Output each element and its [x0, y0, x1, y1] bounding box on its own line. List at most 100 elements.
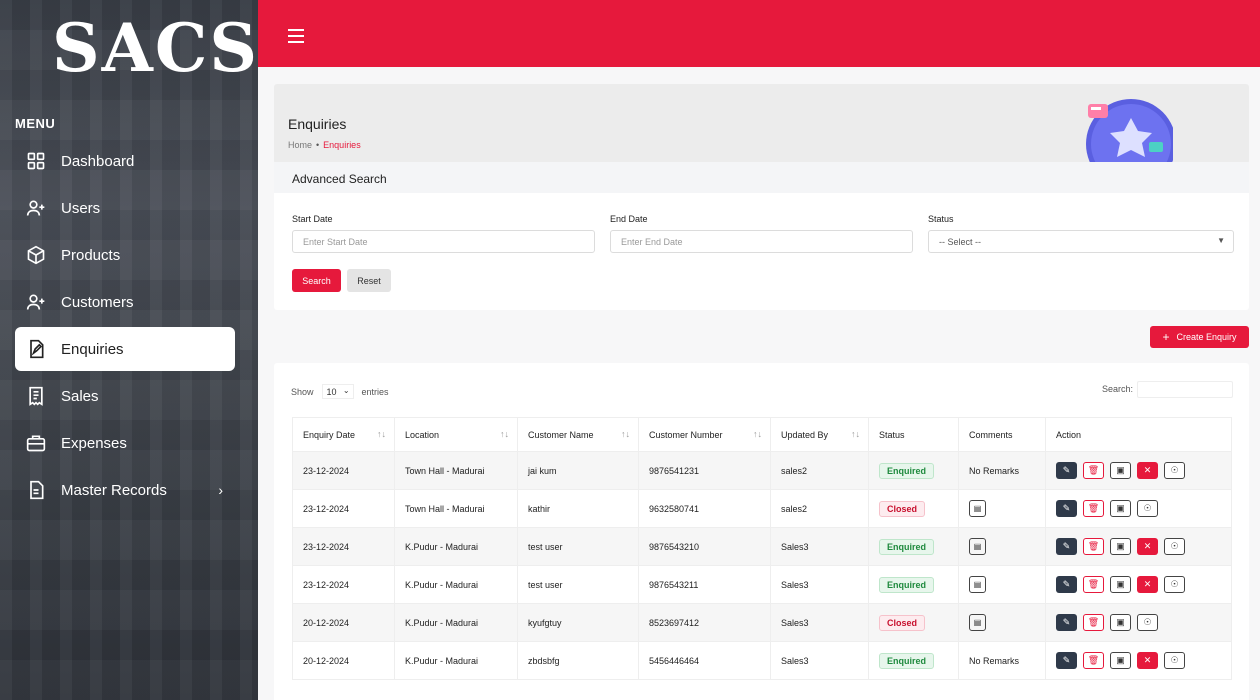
cart-icon[interactable]: ▣: [1110, 576, 1131, 593]
cell-updated-by: Sales3: [770, 641, 869, 680]
status-select-value: -- Select --: [939, 237, 982, 247]
eye-icon[interactable]: ☉: [1164, 652, 1185, 669]
cell-customer: jai kum: [517, 451, 639, 490]
cell-date: 23-12-2024: [292, 489, 395, 528]
edit-icon[interactable]: ✎: [1056, 576, 1077, 593]
page-size-control: Show 10 ⌄ entries: [291, 384, 389, 399]
page-header: Enquiries Home • Enquiries: [274, 84, 1249, 164]
cell-updated-by: Sales3: [770, 527, 869, 566]
comment-text: No Remarks: [969, 655, 1020, 666]
close-icon[interactable]: ✕: [1137, 538, 1158, 555]
status-badge: Closed: [879, 500, 926, 517]
cell-comments: ▤: [958, 527, 1046, 566]
edit-icon[interactable]: ✎: [1056, 538, 1077, 555]
eye-icon[interactable]: ☉: [1137, 614, 1158, 631]
grid-icon: [25, 150, 47, 172]
cell-location: Town Hall - Madurai: [394, 489, 518, 528]
entries-label: entries: [361, 386, 389, 397]
cell-actions: ✎ 🗑 ▣ ✕ ☉: [1045, 451, 1232, 490]
sidebar-item-products[interactable]: Products: [15, 233, 235, 277]
menu-toggle-icon[interactable]: [288, 29, 304, 47]
eye-icon[interactable]: ☉: [1164, 462, 1185, 479]
cart-icon[interactable]: ▣: [1110, 652, 1131, 669]
cell-number: 9876543211: [638, 565, 771, 604]
page-size-select[interactable]: 10 ⌄: [321, 384, 354, 399]
start-date-input[interactable]: Enter Start Date: [292, 230, 595, 253]
table-row: 23-12-2024 Town Hall - Madurai jai kum 9876…: [292, 451, 1232, 490]
edit-icon[interactable]: ✎: [1056, 462, 1077, 479]
col-action: Action: [1045, 417, 1232, 452]
table-search-input[interactable]: [1137, 381, 1233, 398]
comment-icon[interactable]: ▤: [969, 538, 986, 555]
end-date-input[interactable]: Enter End Date: [610, 230, 913, 253]
trash-icon[interactable]: 🗑: [1083, 500, 1104, 517]
breadcrumb-home[interactable]: Home: [288, 140, 313, 150]
sidebar-nav: Dashboard Users Products Customers Enqui…: [15, 139, 235, 515]
comment-icon[interactable]: ▤: [969, 576, 986, 593]
trash-icon[interactable]: 🗑: [1083, 614, 1104, 631]
cart-icon[interactable]: ▣: [1110, 462, 1131, 479]
sidebar-item-customers[interactable]: Customers: [15, 280, 235, 324]
edit-icon[interactable]: ✎: [1056, 614, 1077, 631]
cell-date: 20-12-2024: [292, 603, 395, 642]
cell-comments: ▤: [958, 603, 1046, 642]
user-plus-icon: [25, 197, 47, 219]
eye-icon[interactable]: ☉: [1137, 500, 1158, 517]
show-label: Show: [291, 386, 314, 397]
cell-location: K.Pudur - Madurai: [394, 603, 518, 642]
cell-actions: ✎ 🗑 ▣ ✕ ☉: [1045, 565, 1232, 604]
edit-icon[interactable]: ✎: [1056, 652, 1077, 669]
cell-location: K.Pudur - Madurai: [394, 565, 518, 604]
comment-icon[interactable]: ▤: [969, 500, 986, 517]
sidebar-item-master-records[interactable]: Master Records ›: [15, 468, 235, 512]
col-enquiry-date[interactable]: Enquiry Date ↑↓: [292, 417, 395, 452]
trash-icon[interactable]: 🗑: [1083, 652, 1104, 669]
top-bar: [258, 0, 1260, 67]
status-select[interactable]: -- Select -- ▼: [928, 230, 1234, 253]
trash-icon[interactable]: 🗑: [1083, 576, 1104, 593]
sidebar-item-sales[interactable]: Sales: [15, 374, 235, 418]
close-icon[interactable]: ✕: [1137, 462, 1158, 479]
create-enquiry-label: Create Enquiry: [1176, 332, 1237, 342]
eye-icon[interactable]: ☉: [1164, 538, 1185, 555]
col-location[interactable]: Location ↑↓: [394, 417, 518, 452]
col-updated-by[interactable]: Updated By ↑↓: [770, 417, 869, 452]
trash-icon[interactable]: 🗑: [1083, 538, 1104, 555]
close-icon[interactable]: ✕: [1137, 576, 1158, 593]
col-customer-name[interactable]: Customer Name ↑↓: [517, 417, 639, 452]
trash-icon[interactable]: 🗑: [1083, 462, 1104, 479]
cell-status: Enquired: [868, 641, 959, 680]
cart-icon[interactable]: ▣: [1110, 538, 1131, 555]
cell-number: 9876541231: [638, 451, 771, 490]
close-icon[interactable]: ✕: [1137, 652, 1158, 669]
sidebar-item-users[interactable]: Users: [15, 186, 235, 230]
sidebar-item-dashboard[interactable]: Dashboard: [15, 139, 235, 183]
comment-icon[interactable]: ▤: [969, 614, 986, 631]
cart-icon[interactable]: ▣: [1110, 500, 1131, 517]
table-search-label: Search:: [1102, 384, 1134, 394]
sidebar-item-expenses[interactable]: Expenses: [15, 421, 235, 465]
sidebar-item-label: Expenses: [61, 434, 127, 452]
sidebar-item-label: Products: [61, 246, 121, 264]
cell-number: 8523697412: [638, 603, 771, 642]
cart-icon[interactable]: ▣: [1110, 614, 1131, 631]
cell-customer: kathir: [517, 489, 639, 528]
sort-icon: ↑↓: [500, 429, 509, 439]
page-size-value: 10: [326, 387, 337, 397]
eye-icon[interactable]: ☉: [1164, 576, 1185, 593]
start-date-label: Start Date: [292, 214, 333, 224]
menu-title: MENU: [15, 116, 56, 131]
chevron-down-icon: ⌄: [342, 386, 350, 395]
cell-status: Enquired: [868, 565, 959, 604]
sidebar-item-enquiries[interactable]: Enquiries: [15, 327, 235, 371]
create-enquiry-button[interactable]: + Create Enquiry: [1150, 326, 1249, 348]
sort-icon: ↑↓: [753, 429, 762, 439]
search-button[interactable]: Search: [292, 269, 341, 292]
reset-button[interactable]: Reset: [347, 269, 391, 292]
sidebar-item-label: Customers: [61, 293, 134, 311]
cell-comments: ▤: [958, 489, 1046, 528]
edit-icon[interactable]: ✎: [1056, 500, 1077, 517]
cell-actions: ✎ 🗑 ▣ ☉: [1045, 489, 1232, 528]
col-customer-number[interactable]: Customer Number ↑↓: [638, 417, 771, 452]
app-logo: SACS: [52, 9, 258, 87]
